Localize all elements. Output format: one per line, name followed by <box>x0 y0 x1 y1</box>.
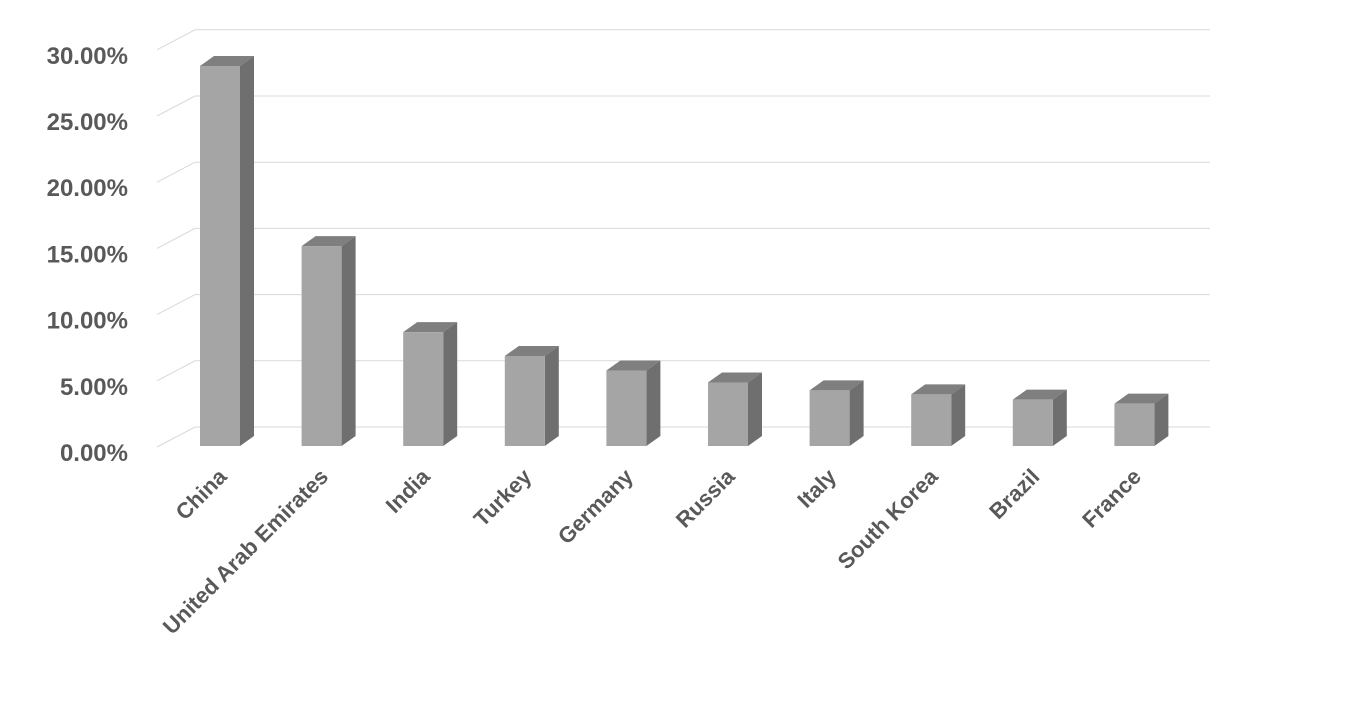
bar-top <box>200 56 254 67</box>
x-tick-label: China <box>171 463 232 524</box>
bar <box>911 394 952 446</box>
bar <box>1114 403 1155 446</box>
bar-top <box>504 345 559 356</box>
bar-side <box>849 380 864 446</box>
x-tick-label: Italy <box>792 463 841 512</box>
bar-top <box>911 384 966 395</box>
bar-side <box>240 56 254 447</box>
bar <box>809 390 850 446</box>
y-tick-label: 25.00% <box>47 109 128 136</box>
gridline <box>156 360 1210 382</box>
bars <box>200 56 1169 447</box>
x-tick-label: United Arab Emirates <box>158 464 333 639</box>
y-tick-label: 10.00% <box>47 308 128 335</box>
y-axis-ticks: 0.00% 5.00% 10.00% 15.00% 20.00% 25.00% 30.00% <box>47 43 128 467</box>
bar-top <box>809 380 864 391</box>
bar-side <box>544 345 559 446</box>
gridlines <box>156 29 1210 448</box>
bar-side <box>646 360 661 446</box>
bar <box>301 246 342 446</box>
y-tick-label: 5.00% <box>60 374 128 401</box>
x-tick-label: Turkey <box>469 463 537 531</box>
gridline <box>156 426 1210 448</box>
gridline <box>156 95 1210 117</box>
bar-top <box>1114 393 1169 404</box>
bar-top <box>301 236 356 247</box>
y-tick-label: 30.00% <box>47 43 128 70</box>
x-tick-label: France <box>1077 464 1146 533</box>
y-tick-label: 15.00% <box>47 241 128 268</box>
bar-side <box>341 236 356 446</box>
x-tick-label: Russia <box>671 463 740 532</box>
bar-top <box>1012 389 1067 400</box>
x-tick-label: Brazil <box>984 464 1044 524</box>
x-tick-label: India <box>381 463 436 518</box>
bar <box>606 370 647 446</box>
gridline <box>156 227 1210 249</box>
bar-side <box>443 322 458 446</box>
bar-side <box>1052 389 1067 446</box>
y-tick-label: 20.00% <box>47 175 128 202</box>
bar-side <box>1154 393 1169 446</box>
bar <box>708 382 748 446</box>
gridline <box>156 161 1210 183</box>
bar <box>200 66 240 447</box>
bar <box>1012 399 1053 446</box>
bar-top <box>606 360 661 371</box>
bar-top <box>403 322 458 333</box>
gridline <box>156 294 1210 316</box>
bar <box>504 355 545 446</box>
x-tick-label: Germany <box>553 463 639 549</box>
bar-side <box>748 372 762 446</box>
bar-top <box>708 372 762 383</box>
bar-side <box>951 384 966 446</box>
y-tick-label: 0.00% <box>60 440 128 467</box>
gridline <box>156 29 1210 51</box>
bar <box>403 332 444 446</box>
x-tick-label: South Korea <box>833 463 944 574</box>
